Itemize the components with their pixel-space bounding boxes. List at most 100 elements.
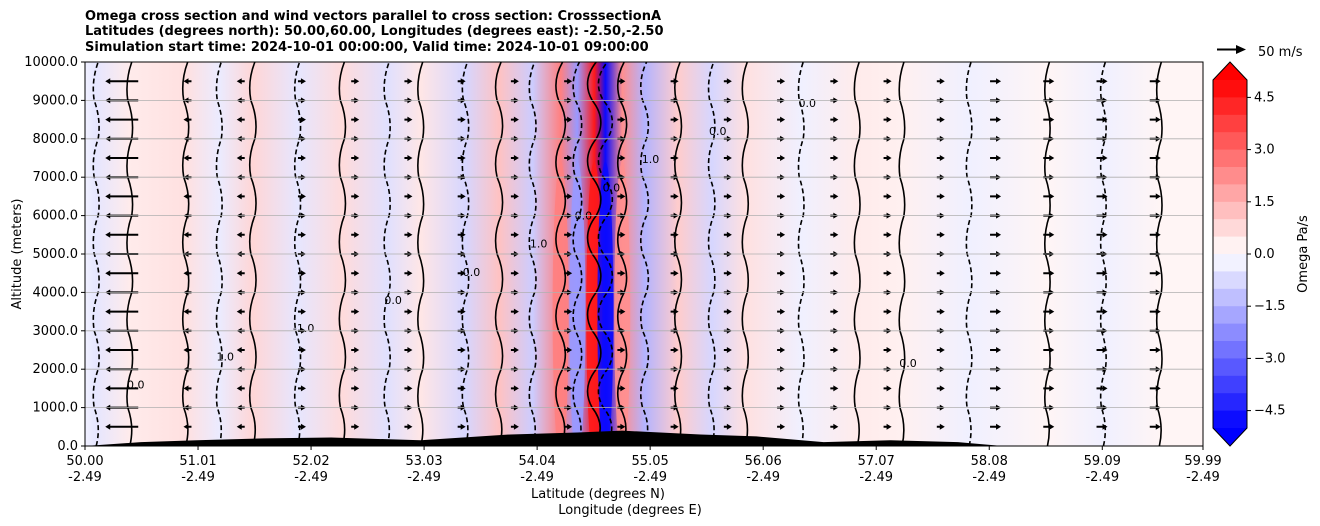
wind-vector — [617, 270, 626, 277]
wind-vector — [105, 347, 139, 353]
wind-vector — [1149, 385, 1161, 392]
wind-vector — [936, 385, 945, 392]
wind-vector — [236, 193, 245, 200]
wind-vector — [723, 270, 732, 277]
wind-vector — [52, 309, 85, 315]
colorbar-segment — [1213, 358, 1247, 377]
wind-vector — [1203, 78, 1214, 84]
wind-vector — [1096, 423, 1108, 430]
wind-vector — [1149, 116, 1161, 123]
wind-vector — [236, 347, 245, 353]
wind-vector — [883, 231, 892, 238]
colorbar-segment — [1213, 271, 1247, 290]
wind-vector — [1203, 328, 1214, 334]
wind-vector — [457, 193, 466, 200]
wind-vector — [297, 385, 306, 392]
wind-vector — [990, 78, 1002, 85]
wind-vector — [105, 308, 139, 315]
x-tick-label-latitude: 51.01 — [179, 454, 216, 469]
wind-vector — [236, 423, 245, 430]
terrain — [85, 430, 1003, 446]
wind-vector — [1203, 213, 1214, 219]
quiver-key-arrow — [1217, 45, 1246, 54]
colorbar-extend-max — [1213, 62, 1247, 80]
wind-vector — [564, 231, 573, 238]
wind-vector — [236, 116, 245, 123]
wind-vector — [990, 270, 1002, 277]
wind-vector — [670, 385, 679, 392]
wind-vector — [183, 347, 192, 353]
wind-vector — [990, 385, 1002, 392]
wind-vector — [883, 308, 892, 315]
wind-vector — [830, 193, 839, 200]
wind-vector — [510, 270, 519, 277]
wind-vector — [351, 193, 360, 200]
wind-vector — [105, 155, 139, 161]
wind-vector — [1043, 116, 1055, 123]
wind-vector — [52, 117, 85, 123]
wind-vector — [990, 193, 1002, 200]
wind-vector — [1203, 289, 1214, 295]
wind-vector — [936, 116, 945, 123]
wind-vector — [351, 423, 360, 430]
colorbar-segment — [1213, 375, 1247, 394]
contour-label: 1.0 — [217, 350, 235, 363]
wind-vector — [105, 385, 139, 392]
wind-vector — [404, 116, 413, 123]
wind-vector — [297, 270, 306, 277]
contour-label: 0.0 — [709, 125, 727, 138]
wind-vector — [723, 347, 732, 353]
colorbar-extend-min — [1213, 428, 1247, 446]
x-axis-label-longitude: Longitude (degrees E) — [558, 503, 702, 518]
wind-vector — [457, 116, 466, 123]
x-tick-label-longitude: -2.49 — [746, 470, 780, 485]
y-tick-label: 8000.0 — [33, 132, 79, 147]
wind-vector — [936, 270, 945, 277]
wind-vector — [1043, 270, 1055, 277]
wind-vector — [236, 308, 245, 315]
wind-vector — [777, 347, 786, 353]
wind-vector — [1203, 405, 1214, 411]
colorbar-tick-label: 1.5 — [1254, 195, 1275, 210]
wind-vector — [404, 308, 413, 315]
wind-vector — [404, 423, 413, 430]
wind-vector — [777, 423, 786, 430]
wind-vector — [404, 78, 413, 85]
wind-vector — [351, 385, 360, 392]
y-tick-label: 7000.0 — [33, 170, 79, 185]
wind-vector — [1096, 116, 1108, 123]
wind-vector — [830, 347, 839, 353]
contour-label: 1.0 — [530, 238, 548, 251]
colorbar-frame — [1212, 61, 1248, 447]
wind-vector — [457, 231, 466, 238]
colorbar-segment — [1213, 132, 1247, 151]
colorbar: 4.5 3.0 1.5 0.0 −1.5 −3.0 −4.5 — [1212, 61, 1286, 447]
wind-vector — [1149, 347, 1161, 353]
wind-vector — [183, 385, 192, 392]
wind-vector — [52, 232, 85, 238]
wind-vector — [883, 347, 892, 353]
wind-vector — [670, 231, 679, 238]
wind-vector — [1203, 174, 1214, 180]
wind-vector — [990, 423, 1002, 430]
wind-vector — [1043, 155, 1055, 161]
wind-vector — [830, 78, 839, 85]
wind-vector — [183, 116, 192, 123]
x-tick-label-latitude: 56.06 — [745, 454, 782, 469]
wind-vector — [1043, 78, 1055, 85]
wind-vector — [936, 155, 945, 161]
x-tick-label-longitude: -2.49 — [181, 470, 215, 485]
wind-vector — [297, 193, 306, 200]
wind-vector — [990, 155, 1002, 161]
wind-vector — [1096, 231, 1108, 238]
x-tick-label-latitude: 57.07 — [858, 454, 895, 469]
wind-vector — [1203, 347, 1214, 353]
wind-vector — [883, 270, 892, 277]
wind-vector — [105, 193, 139, 200]
wind-vector — [510, 385, 519, 392]
colorbar-segment — [1213, 97, 1247, 116]
wind-vector — [1096, 270, 1108, 277]
wind-vector — [723, 155, 732, 161]
wind-vector — [297, 308, 306, 315]
contour-label: 0.0 — [127, 378, 145, 391]
